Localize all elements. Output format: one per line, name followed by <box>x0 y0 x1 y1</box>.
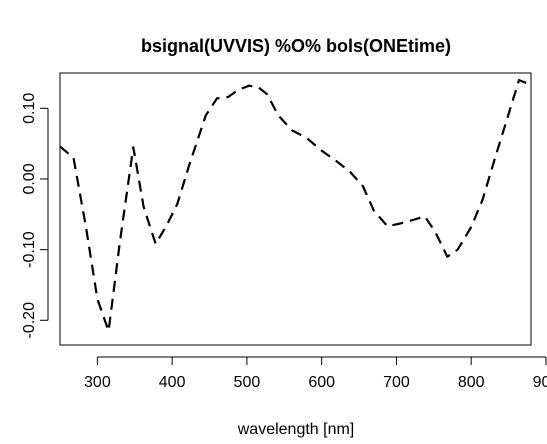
y-tick-label: -0.10 <box>21 231 38 268</box>
y-axis: -0.20 -0.10 0.00 0.10 <box>21 93 49 339</box>
x-tick-label: 900 <box>533 374 547 391</box>
x-axis-label: wavelength [nm] <box>237 421 355 438</box>
series-line <box>59 78 530 332</box>
x-tick-label: 400 <box>159 374 186 391</box>
x-tick-label: 600 <box>308 374 335 391</box>
x-axis: 300 400 500 600 700 800 900 <box>84 356 547 391</box>
plot-frame <box>59 72 532 346</box>
x-tick-label: 300 <box>84 374 111 391</box>
y-tick-label: 0.00 <box>21 163 38 194</box>
y-tick-label: 0.10 <box>21 93 38 124</box>
y-tick-label: -0.20 <box>21 302 38 339</box>
x-tick-label: 700 <box>383 374 410 391</box>
x-tick-label: 500 <box>234 374 261 391</box>
chart-title: bsignal(UVVIS) %O% bols(ONEtime) <box>141 36 451 56</box>
series-layer <box>59 78 530 332</box>
x-tick-label: 800 <box>458 374 485 391</box>
